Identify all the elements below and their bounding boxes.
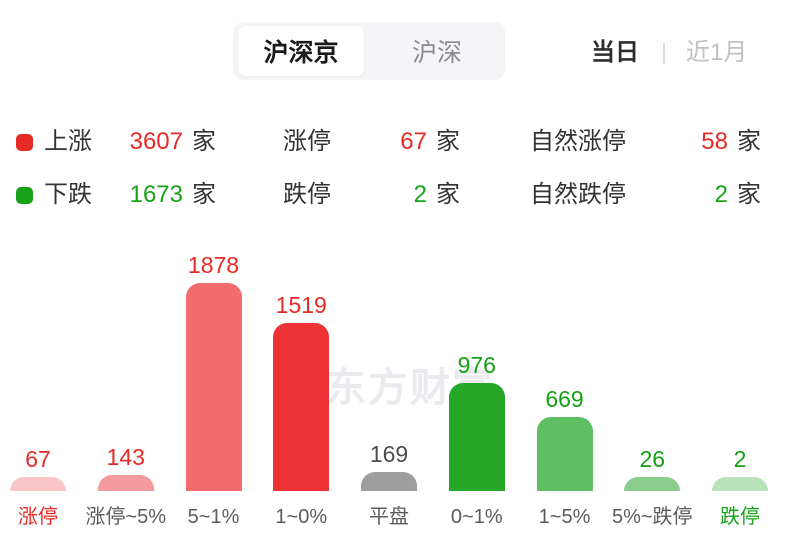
bar-category-label: 1~5% (538, 506, 591, 528)
bar (624, 477, 681, 491)
decliners-swatch-icon (16, 187, 33, 204)
bar-category-label: 跌停 (720, 506, 760, 528)
bar (361, 472, 417, 491)
advancers-label: 上涨 (44, 128, 92, 155)
bar (712, 477, 768, 491)
decliners-label: 下跌 (44, 181, 92, 208)
bar (273, 323, 330, 491)
bar-value-label: 67 (25, 446, 51, 472)
decliners-count: 1673 (129, 181, 183, 208)
limit-down-unit: 家 (436, 181, 460, 208)
bar-category-label: 涨停~5% (85, 506, 167, 528)
advancers-count: 3607 (129, 128, 183, 155)
period-divider (663, 43, 665, 64)
bar-value-label: 143 (106, 444, 145, 471)
natural-limit-up-label: 自然涨停 (530, 128, 626, 155)
bar-value-label: 26 (639, 446, 666, 472)
bar (10, 477, 66, 491)
bar (185, 283, 242, 491)
limit-down-count: 2 (413, 181, 427, 208)
limit-down-label: 跌停 (283, 181, 331, 208)
market-tab-bar: 沪深京 沪深 (233, 22, 505, 80)
natural-limit-up-unit: 家 (737, 128, 761, 155)
tab-hu-shen-label: 沪深 (411, 39, 462, 67)
bar (448, 383, 505, 491)
limit-up-count: 67 (400, 128, 427, 155)
bar (97, 475, 154, 491)
advancers-swatch-icon (16, 134, 33, 151)
tab-hu-shen-jing[interactable]: 沪深京 (238, 26, 364, 76)
bar (536, 417, 593, 491)
bar-category-label: 0~1% (450, 506, 503, 528)
period-tab-today[interactable]: 当日 (591, 39, 639, 66)
natural-limit-up-count: 58 (701, 128, 728, 155)
bar-value-label: 669 (545, 386, 584, 413)
natural-limit-down-unit: 家 (737, 181, 761, 208)
bar-value-label: 169 (369, 441, 409, 468)
bar-category-label: 平盘 (369, 506, 409, 528)
limit-up-unit: 家 (436, 128, 460, 155)
advancers-unit: 家 (192, 128, 216, 155)
natural-limit-down-count: 2 (714, 181, 728, 208)
bar-value-label: 1519 (275, 292, 327, 319)
bar-category-label: 5~1% (187, 506, 240, 528)
tab-hu-shen[interactable]: 沪深 (374, 26, 500, 76)
summary-row-advancers: 上涨 3607 家 涨停 67 家 自然涨停 58 家 (0, 128, 788, 156)
limit-up-label: 涨停 (283, 128, 331, 155)
natural-limit-down-label: 自然跌停 (530, 181, 626, 208)
decliners-unit: 家 (192, 181, 216, 208)
bar-category-label: 1~0% (275, 506, 328, 528)
bar-category-label: 涨停 (18, 506, 58, 528)
bar-value-label: 976 (457, 352, 496, 379)
summary-row-decliners: 下跌 1673 家 跌停 2 家 自然跌停 2 家 (0, 181, 788, 209)
period-tab-1month[interactable]: 近1月 (686, 39, 748, 66)
bar-category-label: 5%~跌停 (611, 506, 693, 528)
tab-hu-shen-jing-label: 沪深京 (263, 39, 339, 67)
bar-value-label: 1878 (187, 252, 240, 279)
bar-value-label: 2 (733, 446, 747, 472)
